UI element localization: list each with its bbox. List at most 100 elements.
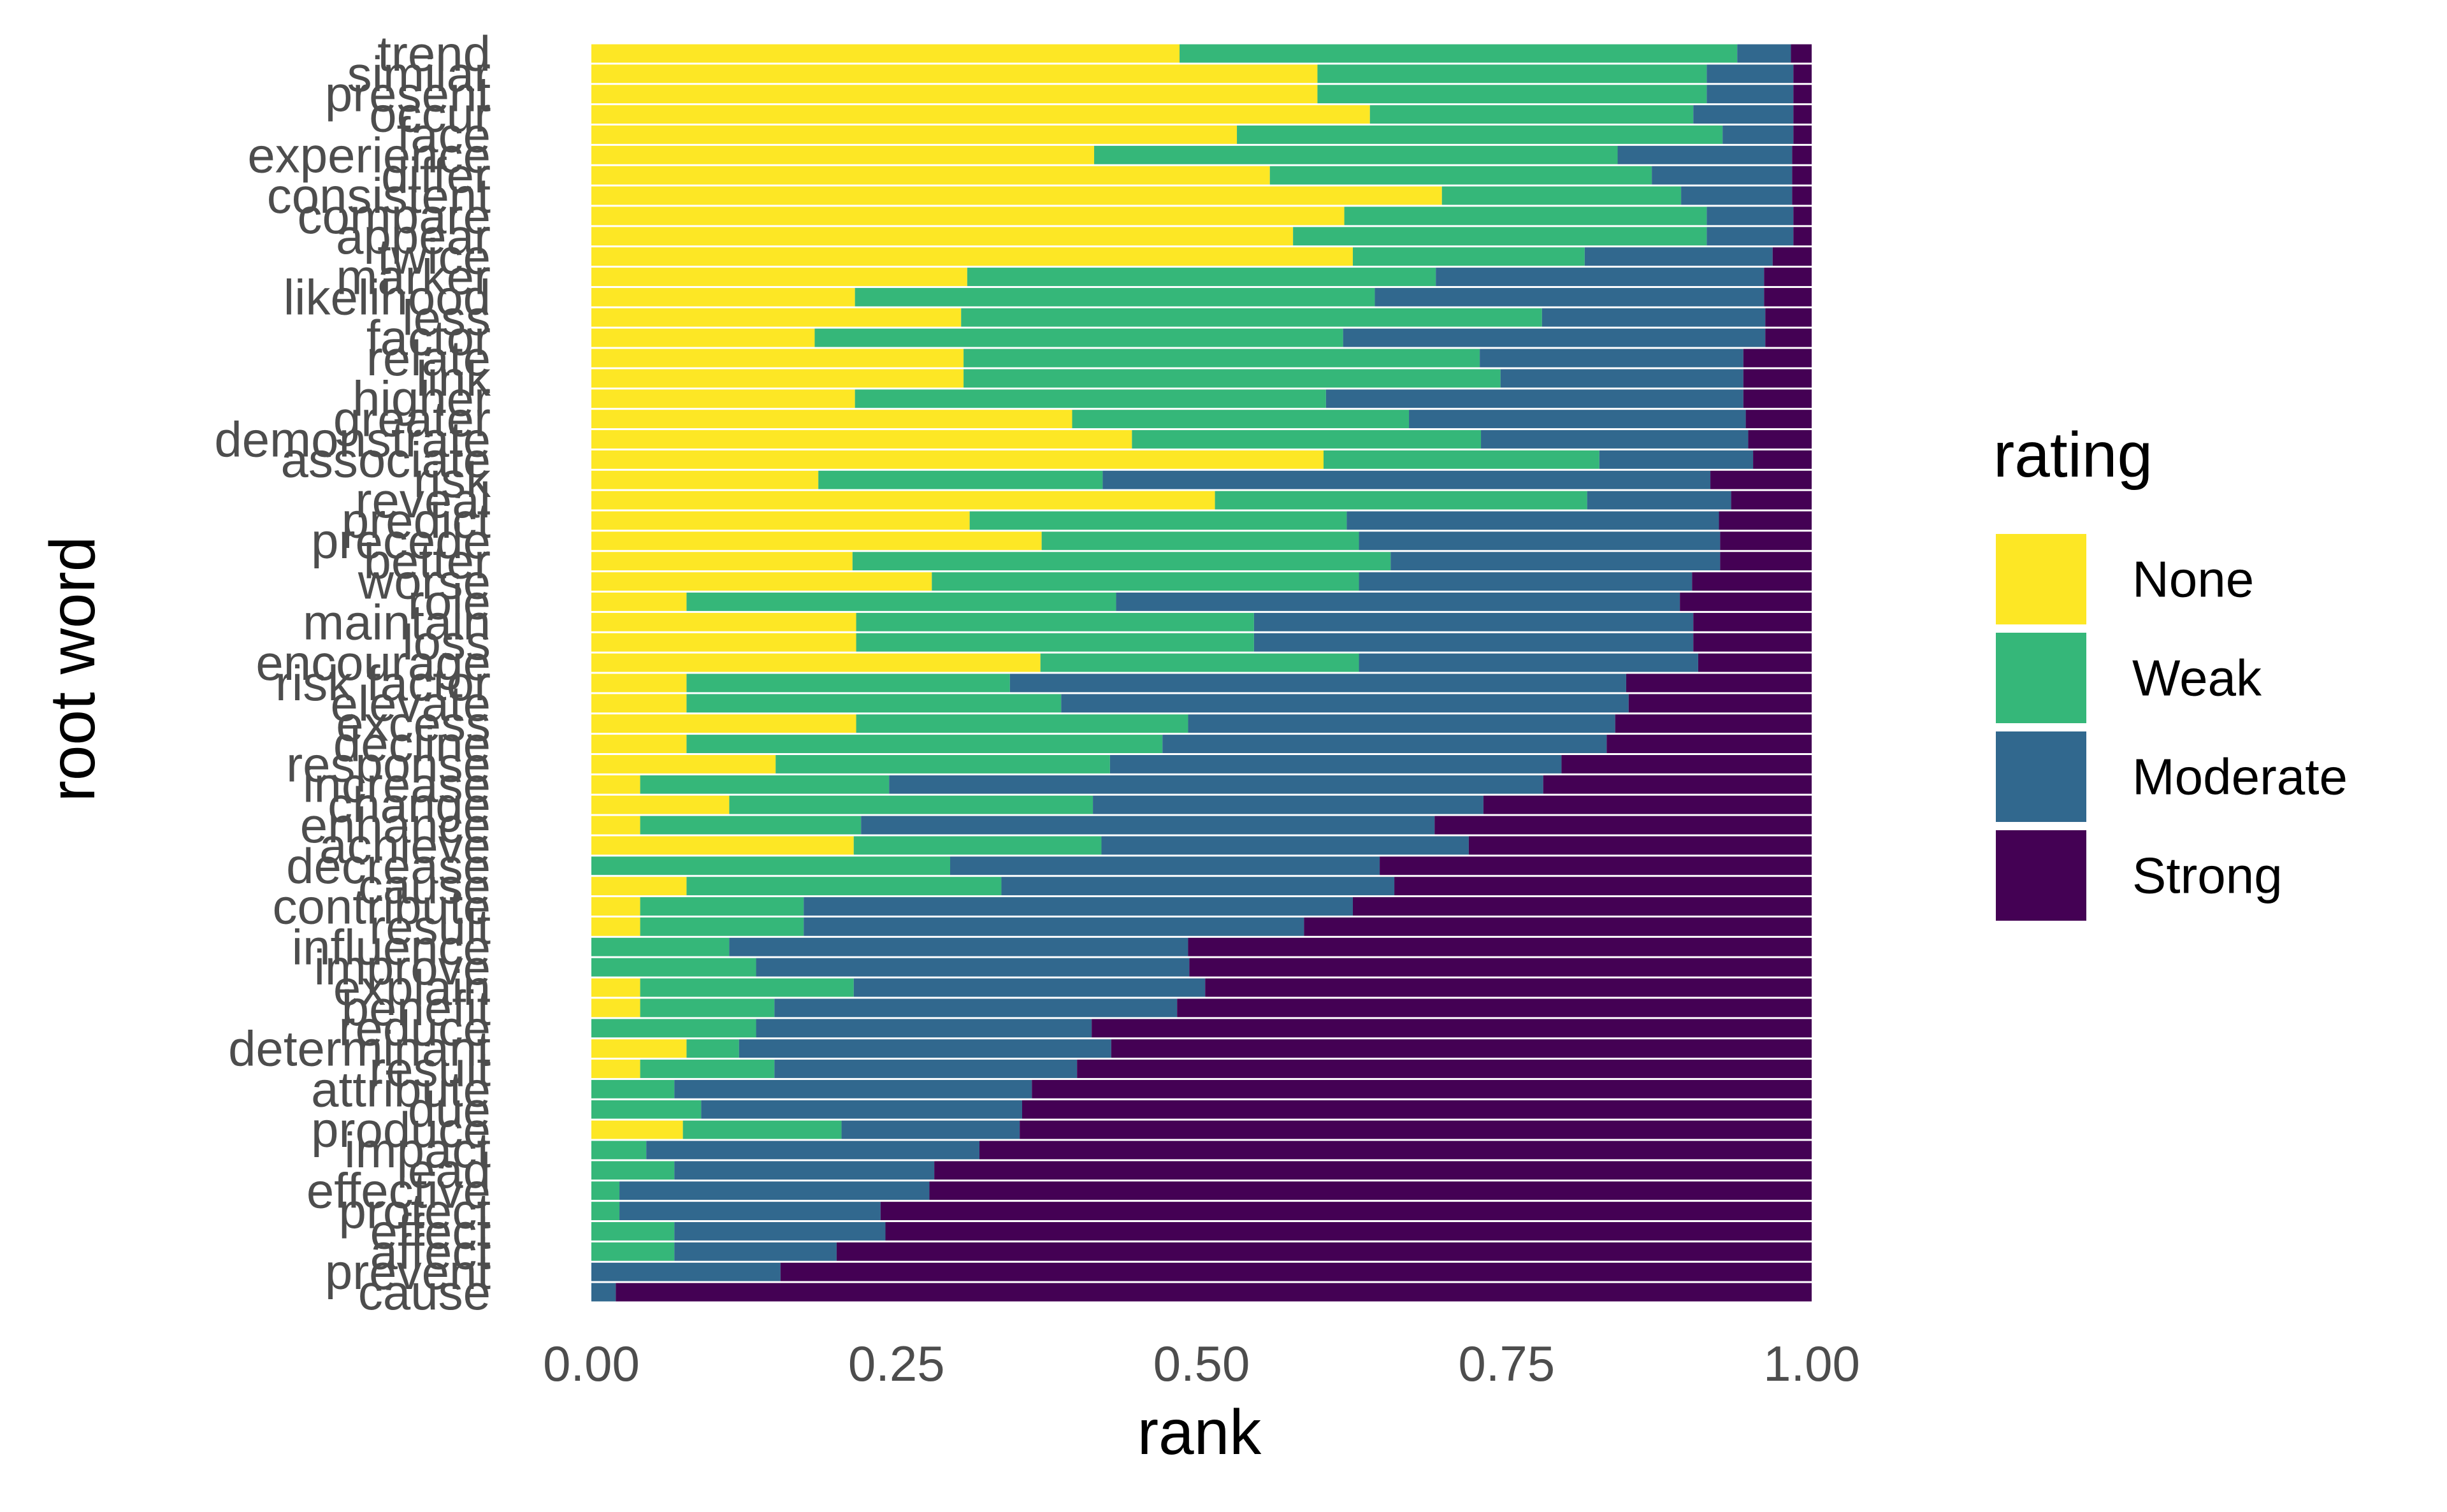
- y-tick-label: determinant: [228, 1021, 491, 1077]
- bar-segment-strong: [1693, 612, 1812, 631]
- y-tick-label: enhance: [300, 797, 491, 853]
- bar-segment-strong: [780, 1262, 1812, 1281]
- bars-layer: [591, 44, 1812, 1302]
- bar-segment-none: [591, 410, 1072, 429]
- bar-segment-none: [591, 450, 1324, 469]
- y-tick-label: effective: [307, 1163, 491, 1219]
- bar-segment-none: [591, 1060, 640, 1078]
- bar-segment-weak: [1441, 186, 1682, 205]
- bar-segment-none: [591, 816, 640, 835]
- bar-segment-strong: [1698, 653, 1812, 672]
- bar-segment-none: [591, 105, 1370, 124]
- bar-segment-moderate: [1541, 308, 1766, 327]
- bar-segment-none: [591, 572, 932, 591]
- y-tick-label: response: [286, 736, 491, 792]
- bar-segment-weak: [682, 1120, 842, 1139]
- bar-segment-strong: [880, 1202, 1812, 1221]
- bar-segment-weak: [591, 937, 730, 956]
- bar-segment-strong: [1764, 287, 1812, 306]
- bar-segment-none: [591, 754, 776, 774]
- bar-segment-weak: [640, 897, 804, 916]
- bar-segment-moderate: [1325, 389, 1743, 408]
- y-tick-label: cause: [358, 858, 491, 914]
- bar-segment-none: [591, 85, 1318, 104]
- y-tick-label: cause: [358, 1264, 491, 1320]
- bar-segment-strong: [1753, 450, 1812, 469]
- bar-segment-weak: [686, 694, 1062, 713]
- bar-segment-strong: [1483, 795, 1812, 814]
- bar-segment-none: [591, 714, 856, 733]
- bar-segment-weak: [1269, 166, 1652, 185]
- bar-segment-moderate: [591, 1283, 616, 1302]
- bar-segment-moderate: [619, 1181, 930, 1200]
- bar-segment-strong: [836, 1242, 1812, 1261]
- y-tick-label: reveal: [356, 472, 491, 528]
- bar-segment-moderate: [774, 1060, 1078, 1078]
- bar-segment-moderate: [1061, 694, 1629, 713]
- y-tick-label: higher: [352, 371, 491, 427]
- bar-segment-none: [591, 268, 967, 286]
- y-tick-label: consistent: [267, 168, 491, 224]
- y-tick-label: differ: [381, 147, 491, 203]
- bar-segment-strong: [1748, 430, 1812, 449]
- x-tick-label: 0.75: [1458, 1336, 1555, 1392]
- bar-segment-none: [591, 694, 687, 713]
- bar-segment-moderate: [1162, 735, 1607, 753]
- bar-segment-weak: [1237, 125, 1723, 144]
- y-tick-label: risk: [414, 452, 491, 508]
- bar-segment-weak: [591, 958, 756, 977]
- bar-segment-weak: [967, 268, 1436, 286]
- bar-segment-moderate: [1409, 410, 1746, 429]
- y-tick-label: risk factor: [275, 655, 491, 711]
- bar-segment-strong: [1719, 511, 1812, 530]
- bar-segment-strong: [1628, 694, 1812, 713]
- bar-segment-weak: [686, 593, 1116, 611]
- bar-segment-strong: [885, 1222, 1812, 1241]
- bar-segment-weak: [591, 1161, 675, 1180]
- bar-segment-moderate: [1390, 552, 1721, 571]
- bar-segment-weak: [591, 1141, 647, 1160]
- bar-segment-none: [591, 775, 640, 794]
- y-tick-label: explain: [333, 960, 491, 1016]
- bar-segment-weak: [1041, 531, 1359, 551]
- y-tick-label: face: [397, 106, 491, 162]
- bar-segment-moderate: [1188, 714, 1615, 733]
- bar-segment-moderate: [591, 1262, 781, 1281]
- bar-segment-moderate: [1001, 877, 1395, 896]
- bar-segment-strong: [1765, 328, 1812, 347]
- bar-segment-strong: [1792, 166, 1812, 185]
- bar-segment-none: [591, 836, 854, 855]
- x-tick-labels: 0.00 0.25 0.50 0.75 1.00: [543, 1336, 1860, 1392]
- bar-segment-moderate: [674, 1222, 886, 1241]
- bar-segment-moderate: [1093, 795, 1483, 814]
- bar-segment-none: [591, 795, 730, 814]
- bar-segment-weak: [1317, 64, 1707, 83]
- bar-segment-weak: [591, 1019, 756, 1038]
- bar-segment-weak: [1180, 44, 1738, 63]
- y-tick-label: loss: [402, 614, 491, 670]
- bar-segment-strong: [1731, 491, 1812, 510]
- y-tick-label: produce: [311, 1102, 491, 1158]
- y-tick-label: benefit: [342, 980, 491, 1036]
- y-tick-label: change: [328, 777, 491, 833]
- bar-segment-weak: [1215, 491, 1587, 510]
- bar-segment-strong: [1793, 125, 1812, 144]
- bar-segment-moderate: [1101, 836, 1469, 855]
- bar-segment-strong: [1020, 1120, 1812, 1139]
- bar-segment-none: [591, 349, 964, 368]
- bar-segment-strong: [934, 1161, 1812, 1180]
- bar-segment-strong: [1177, 998, 1812, 1018]
- y-tick-label: appear: [336, 208, 491, 264]
- bar-segment-weak: [932, 572, 1359, 591]
- bar-segment-strong: [1791, 44, 1812, 63]
- legend-title: rating: [1993, 419, 2153, 491]
- bar-segment-weak: [640, 917, 804, 936]
- bar-segment-moderate: [1109, 754, 1562, 774]
- bar-segment-weak: [591, 1100, 702, 1119]
- bar-segment-none: [591, 166, 1270, 185]
- bar-segment-moderate: [804, 917, 1304, 936]
- y-tick-label: excess: [336, 696, 491, 752]
- y-tick-label: predict: [342, 493, 491, 549]
- bar-segment-moderate: [1009, 673, 1626, 693]
- legend-label-strong: Strong: [2132, 847, 2283, 904]
